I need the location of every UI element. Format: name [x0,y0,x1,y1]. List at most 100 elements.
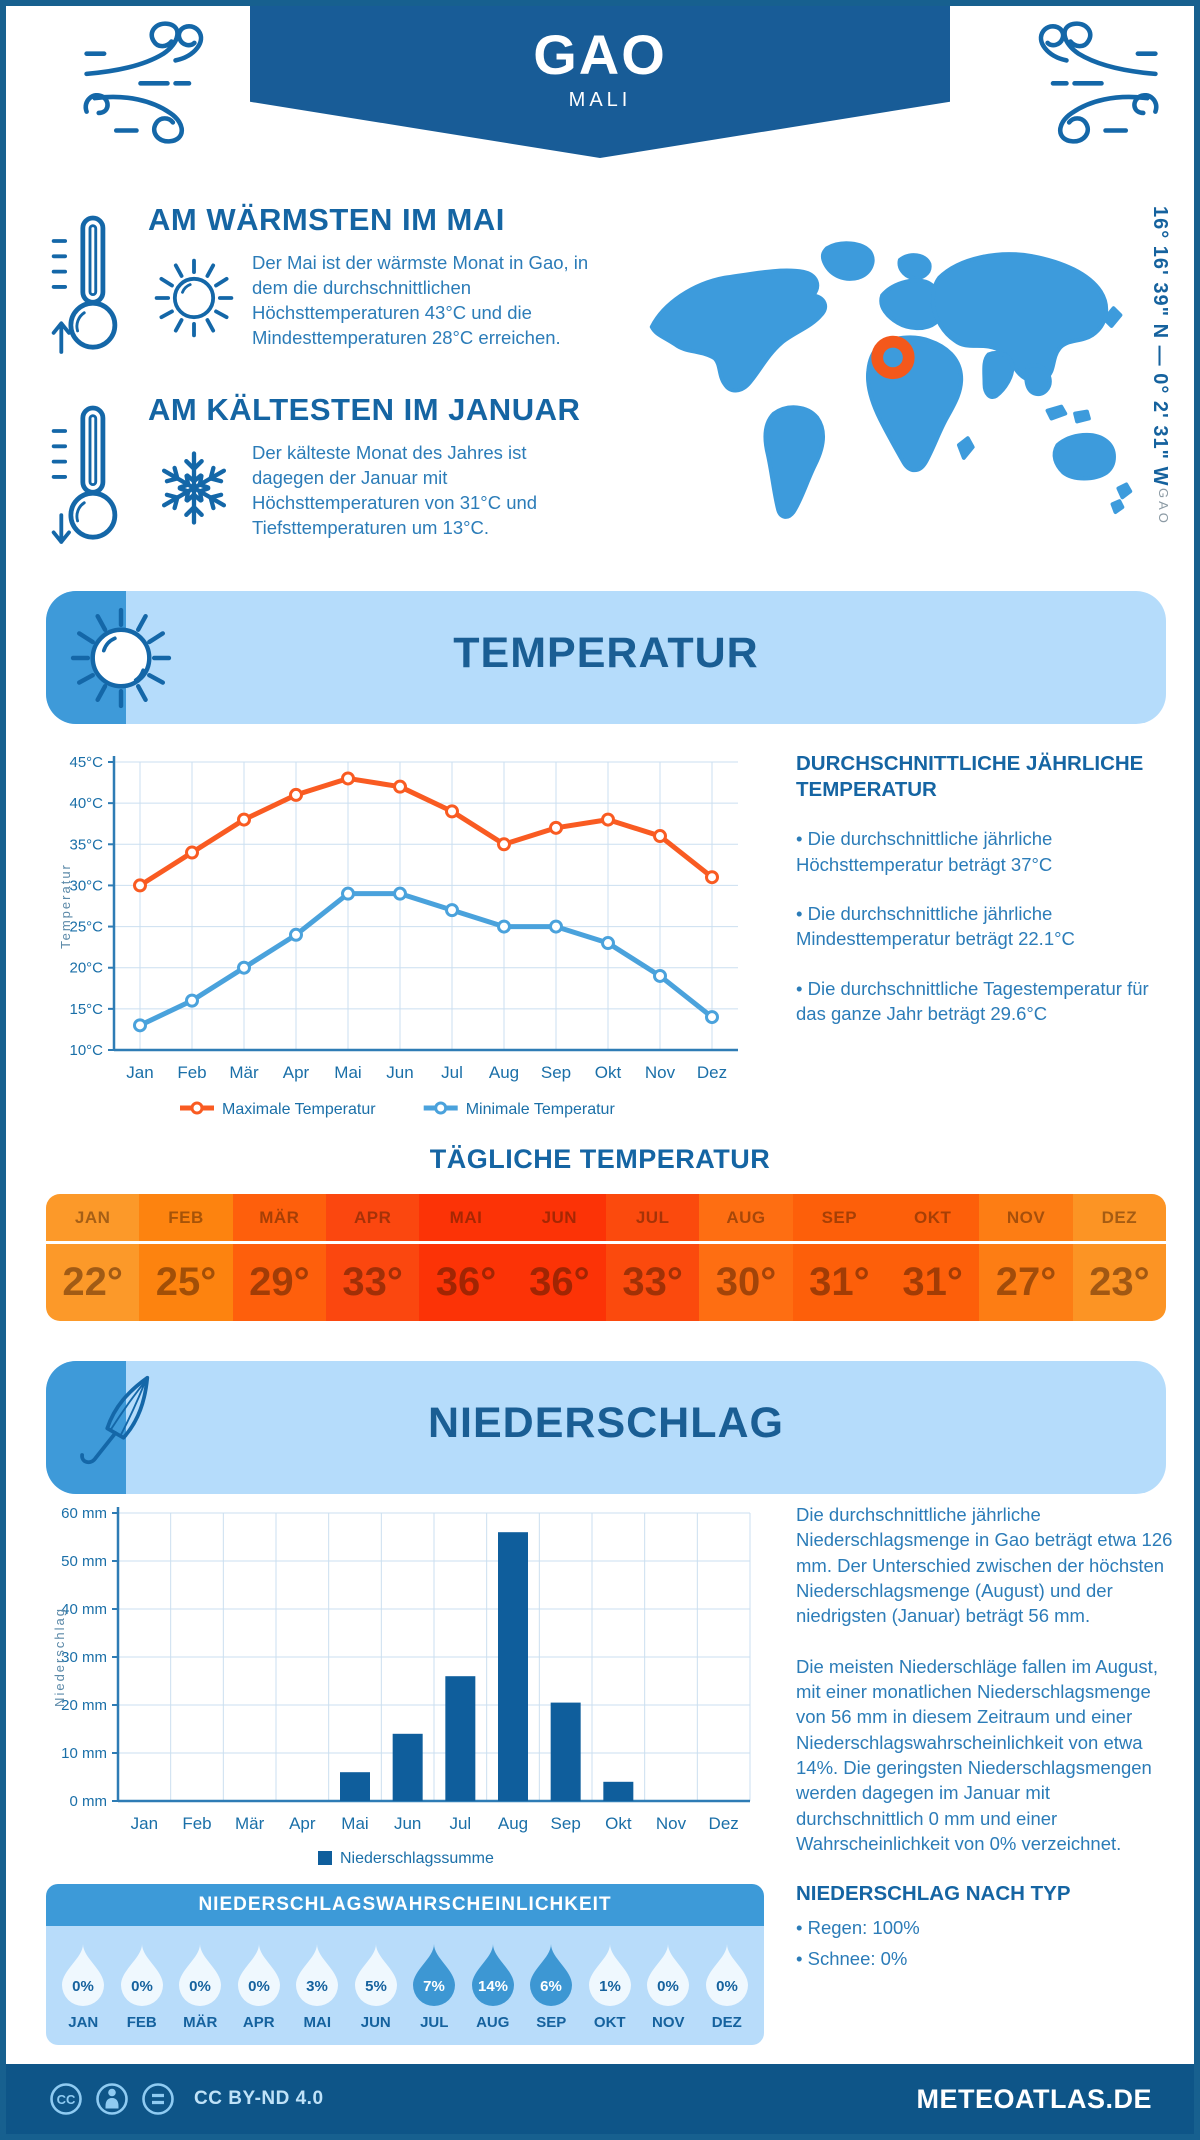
precipitation-paragraph: Die meisten Niederschläge fallen im Augu… [796,1655,1158,1855]
daily-temp-cell: JUL 33° [606,1194,700,1321]
daily-temp-cell: OKT 31° [886,1194,980,1321]
svg-text:Dez: Dez [697,1063,727,1082]
svg-text:Sep: Sep [551,1814,581,1833]
svg-text:14%: 14% [478,1978,508,1995]
svg-text:Niederschlagssumme: Niederschlagssumme [340,1850,494,1867]
raindrop-icon: 14% [471,1944,514,2006]
svg-text:Aug: Aug [489,1063,519,1082]
svg-text:0%: 0% [248,1978,270,1995]
svg-text:Apr: Apr [289,1814,316,1833]
svg-text:20 mm: 20 mm [61,1697,107,1714]
raindrop-icon: 0% [237,1944,280,2006]
svg-text:Maximale Temperatur: Maximale Temperatur [222,1101,376,1118]
svg-text:0%: 0% [716,1978,738,1995]
daily-temp-cell: SEP 31° [792,1194,886,1321]
daily-temp-month: AUG [699,1194,793,1244]
temperature-section-banner: TEMPERATUR [46,591,1166,724]
svg-text:Nov: Nov [645,1063,676,1082]
svg-text:60 mm: 60 mm [61,1505,107,1522]
svg-text:5%: 5% [365,1978,387,1995]
precip-type-heading: NIEDERSCHLAG NACH TYP [796,1882,1071,1906]
svg-text:Feb: Feb [177,1063,206,1082]
footer: CC CC BY-ND 4.0 METEOATLAS.DE [6,2064,1194,2134]
location-marker [871,335,915,380]
precip-type-rain: • Regen: 100% [796,1917,920,1939]
annual-temperature-panel: DURCHSCHNITTLICHE JÄHRLICHE TEMPERATUR •… [796,751,1174,1026]
world-map [649,241,1133,519]
raindrop-icon: 0% [179,1944,222,2006]
daily-temp-value: 30° [715,1260,777,1304]
daily-temp-value: 33° [622,1260,683,1304]
raindrop-icon: 1% [588,1944,631,2006]
svg-text:40 mm: 40 mm [61,1601,107,1618]
svg-text:Okt: Okt [595,1063,622,1082]
svg-text:Feb: Feb [182,1814,211,1833]
daily-temperature-heading: TÄGLICHE TEMPERATUR [429,1144,771,1174]
precipitation-probability-box: NIEDERSCHLAGSWAHRSCHEINLICHKEIT 0% JAN 0% F… [46,1884,764,2045]
probability-month-label: FEB [126,2014,157,2031]
probability-month-label: MAI [303,2014,332,2031]
svg-text:35°C: 35°C [69,836,103,853]
svg-text:Jan: Jan [126,1063,153,1082]
probability-month-column: 0% APR [230,1942,289,2031]
daily-temp-cell: JAN 22° [46,1194,140,1321]
svg-text:Jul: Jul [449,1814,471,1833]
daily-temp-month: NOV [979,1194,1073,1244]
coldest-heading: AM KÄLTESTEN IM JANUAR [148,392,581,427]
cc-nd-icon [142,2083,174,2115]
svg-text:40°C: 40°C [69,795,103,812]
daily-temp-month: JAN [46,1194,140,1244]
daily-temp-cell: JUN 36° [512,1194,606,1321]
probability-heading: NIEDERSCHLAGSWAHRSCHEINLICHKEIT [46,1884,764,1926]
temperature-line-chart: 10°C 15°C 20°C 25°C 30°C 35°C 40°C 45°C Jan Feb Mä… [58,754,738,1118]
svg-text:Okt: Okt [605,1814,632,1833]
daily-temp-value: 29° [249,1260,310,1304]
cc-attribution-icon [96,2083,128,2115]
probability-month-column: 6% SEP [522,1942,581,2031]
annual-bullet: • Die durchschnittliche jährliche Mindes… [796,902,1075,950]
probability-month-label: NOV [651,2014,685,2031]
daily-temp-value: 33° [342,1260,403,1304]
coordinates-block: 16° 16' 39" N — 0° 2' 31" W GAO [1148,206,1171,578]
thermometer-up-icon [51,215,118,354]
license-text: CC BY-ND 4.0 [194,2088,324,2109]
svg-text:20°C: 20°C [69,960,103,977]
daily-temp-cell: AUG 30° [699,1194,793,1321]
wind-icon [1038,21,1159,144]
site-name: METEOATLAS.DE [916,2083,1152,2114]
probability-month-column: 3% MAI [288,1942,347,2031]
svg-text:Apr: Apr [283,1063,310,1082]
cc-icon: CC [50,2083,82,2115]
probability-month-label: AUG [476,2014,510,2031]
svg-text:Jun: Jun [394,1814,421,1833]
temperature-section-title: TEMPERATUR [453,629,759,677]
raindrop-icon: 0% [705,1944,748,2006]
daily-temp-month: OKT [886,1194,980,1244]
daily-temp-value: 31° [809,1260,870,1304]
svg-text:30°C: 30°C [69,877,103,894]
svg-text:Mär: Mär [229,1063,259,1082]
probability-month-column: 1% OKT [581,1942,640,2031]
svg-text:15°C: 15°C [69,1001,103,1018]
svg-text:1%: 1% [599,1978,621,1995]
probability-month-label: JAN [68,2014,99,2031]
page-title: GAO [533,23,667,86]
daily-temp-cell: DEZ 23° [1072,1194,1166,1321]
probability-month-column: 0% DEZ [698,1942,757,2031]
precipitation-paragraph: Die durchschnittliche jährliche Niedersc… [796,1504,1173,1627]
probability-month-label: OKT [593,2014,626,2031]
svg-text:Dez: Dez [709,1814,739,1833]
raindrop-icon: 0% [647,1944,690,2006]
daily-temp-cell: APR 33° [326,1194,420,1321]
svg-text:Niederschlag: Niederschlag [52,1607,67,1707]
svg-text:10°C: 10°C [69,1042,103,1059]
warmest-month-block: AM WÄRMSTEN IM MAI Der Mai ist der wärms… [46,202,611,360]
daily-temp-month: DEZ [1072,1194,1166,1244]
daily-temp-value: 27° [995,1260,1057,1304]
daily-temp-month: SEP [792,1194,886,1244]
header-banner: GAO MALI [250,6,950,158]
precipitation-section-title: NIEDERSCHLAG [427,1399,785,1447]
svg-text:Temperatur: Temperatur [58,863,73,949]
raindrop-icon: 0% [120,1944,163,2006]
svg-text:0%: 0% [131,1978,153,1995]
